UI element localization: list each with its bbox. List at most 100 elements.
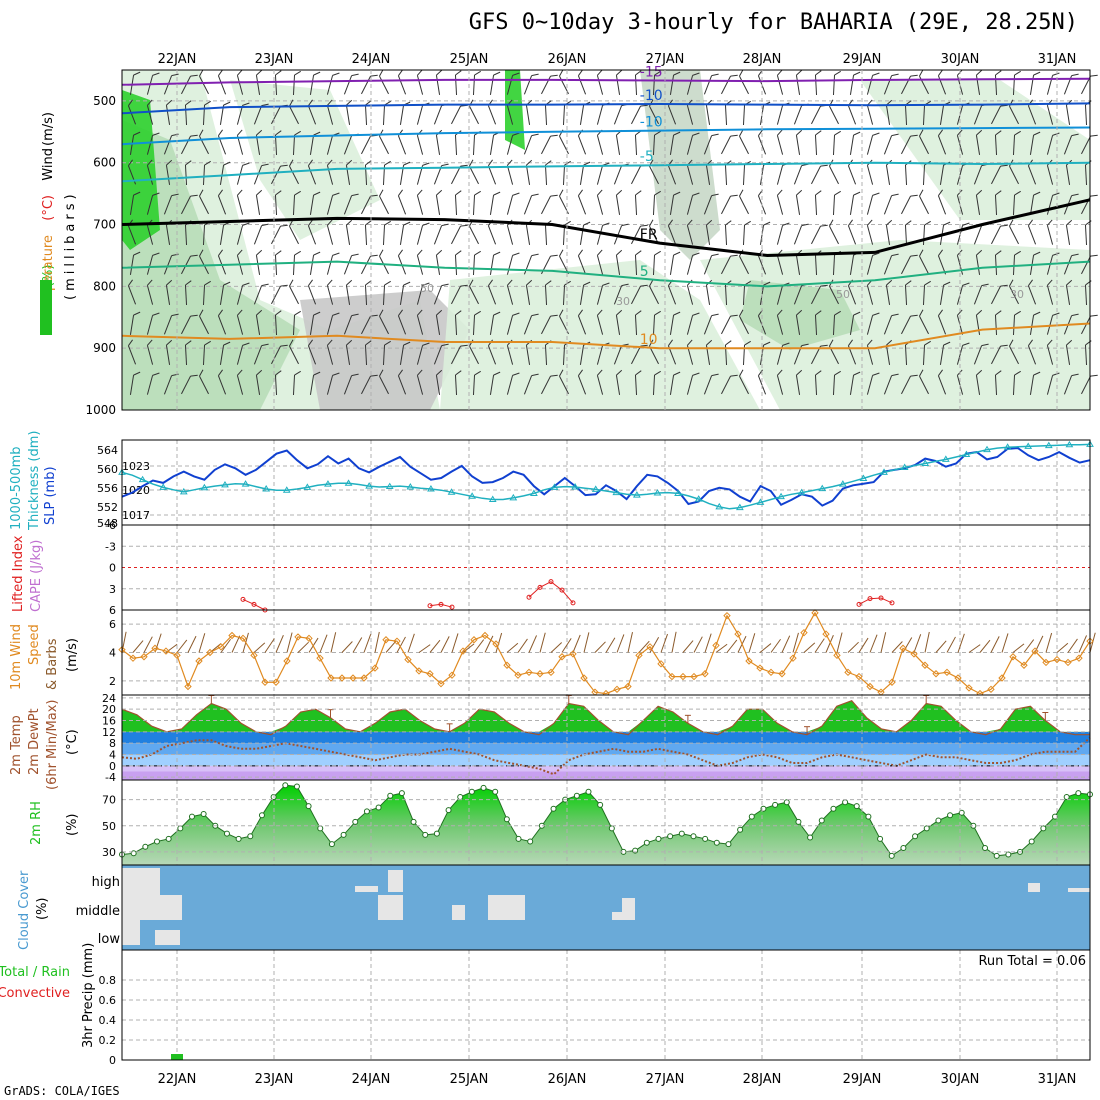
wind-barb-staff xyxy=(289,225,299,245)
wind-barb-staff xyxy=(975,375,981,395)
li-point xyxy=(856,601,862,607)
wind-barb xyxy=(379,189,389,215)
wind-barb-flag xyxy=(559,69,564,77)
wind-barb xyxy=(523,373,539,395)
wind-barb-flag xyxy=(190,74,198,77)
wind10-point-12 xyxy=(250,651,258,660)
wind-barb-flag xyxy=(190,134,198,137)
wind-barb-staff xyxy=(361,75,371,95)
wind10-barb-29 xyxy=(440,636,450,653)
wind-barb-flag xyxy=(133,251,141,256)
wind-barb-staff xyxy=(1046,255,1054,275)
wind-barb-flag xyxy=(597,249,603,256)
wind-barb-staff xyxy=(686,75,694,95)
wind-barb xyxy=(1046,192,1060,215)
wind10-point-82 xyxy=(1020,661,1028,669)
wind-barb xyxy=(253,163,269,185)
wind-barb-staff xyxy=(506,195,514,215)
wind-barb-flag xyxy=(152,372,160,376)
wind-barb-staff xyxy=(832,374,836,396)
wind-barb xyxy=(146,132,160,155)
wind-barb-flag xyxy=(422,222,430,226)
wind-barb xyxy=(739,189,749,215)
wind-barb-staff xyxy=(973,225,983,245)
thickness-point-70 xyxy=(838,480,847,487)
wind-barb xyxy=(596,249,604,275)
cloud-layer-low: low xyxy=(98,932,121,947)
wind-barb-flag xyxy=(384,160,391,166)
wind-barb xyxy=(165,159,173,185)
wind-barb xyxy=(1081,314,1098,335)
wind10-point-70 xyxy=(888,678,896,686)
thk-frame xyxy=(121,439,1091,526)
wind-barb-staff xyxy=(919,375,929,395)
wind-barb-staff xyxy=(236,345,244,365)
wind-barb-staff xyxy=(1027,345,1037,365)
thickness-point-24 xyxy=(365,482,374,489)
wind-barb-flag xyxy=(531,73,539,77)
wind-barb-flag xyxy=(924,280,931,286)
wind-barb-staff xyxy=(901,315,911,335)
wind-barb-staff xyxy=(847,165,857,185)
wind-barb xyxy=(489,71,501,95)
wind-barb-flag xyxy=(190,194,198,197)
wind-barb-flag xyxy=(1071,133,1079,137)
wind-barb xyxy=(795,309,803,335)
wind-barb-staff xyxy=(814,134,818,156)
wind-barb-staff xyxy=(686,285,694,305)
wind-barb xyxy=(217,369,227,395)
wind-barb xyxy=(1046,279,1054,305)
wind-barb-flag xyxy=(706,219,713,226)
wind-barb-staff xyxy=(326,255,334,275)
wind-barb xyxy=(379,69,389,95)
wind10-barb-55 xyxy=(726,639,738,653)
wind-barb-flag xyxy=(488,159,493,166)
wind-barb-flag xyxy=(962,282,970,286)
rh-point-34 xyxy=(515,835,522,842)
wind10-point-14 xyxy=(272,678,280,686)
wind-barb xyxy=(832,70,841,96)
wind-barb-flag xyxy=(730,74,738,77)
wind-barb-staff xyxy=(181,195,191,215)
wind-barb xyxy=(811,284,828,305)
wind-barb xyxy=(579,161,591,185)
wind-barb-staff xyxy=(885,285,891,305)
wind-barb-flag xyxy=(943,341,951,346)
wind-barb-flag xyxy=(995,370,1002,376)
wind10-point-47 xyxy=(635,651,643,660)
wind-barb-flag xyxy=(332,252,340,256)
wind-barb xyxy=(577,189,587,215)
wind-barb-staff xyxy=(562,284,566,306)
wind-barb-flag xyxy=(441,343,449,347)
wind-barb-flag xyxy=(981,283,989,287)
wind-barb-staff xyxy=(904,164,908,186)
rh-point-75 xyxy=(993,852,1000,859)
ylabel-dew2m: 2m DewPt xyxy=(27,708,42,775)
wind-barb-staff xyxy=(523,375,533,395)
wind-barb-flag xyxy=(370,194,378,197)
wind-barb-flag xyxy=(185,280,192,286)
wind-barb-flag xyxy=(474,190,481,196)
wind-barb-flag xyxy=(166,159,173,166)
wind-barb-staff xyxy=(1065,165,1071,185)
wind-barb-staff xyxy=(181,75,191,95)
wind-barb-flag xyxy=(313,251,321,256)
wind-barb-staff xyxy=(973,345,983,365)
wind-barb-flag xyxy=(872,372,880,376)
wind-barb-staff xyxy=(631,105,641,125)
wind-barb-flag xyxy=(199,369,204,377)
wind-barb xyxy=(669,71,681,95)
ylabel-wind: Wind xyxy=(41,148,56,181)
precip-ytick-0: 0.8 xyxy=(99,974,117,987)
wind-barb-flag xyxy=(133,191,141,196)
wind-barb-staff xyxy=(255,315,261,335)
wind10-barb-76 xyxy=(957,633,965,653)
wind-barb-flag xyxy=(711,193,719,197)
wind-barb xyxy=(973,283,989,305)
wind-barb-flag xyxy=(564,220,571,226)
wind-barb-flag xyxy=(1028,339,1033,346)
wind-barb-staff xyxy=(975,195,981,215)
wind-barb-staff xyxy=(487,345,497,365)
wind-barb-flag xyxy=(711,313,719,317)
wind-barb xyxy=(364,280,372,306)
